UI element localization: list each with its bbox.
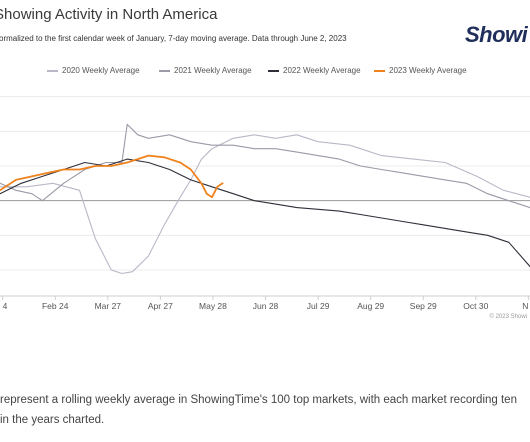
chart-area: 4 Feb 24 Mar 27 Apr 27 May 28 Jun 28 Jul 29 Aug… xyxy=(0,84,530,324)
x-tick-label: Sep 29 xyxy=(410,301,437,311)
legend-swatch-2021 xyxy=(159,69,170,72)
legend-item-2023[interactable]: 2023 Weekly Average xyxy=(374,66,467,75)
legend-label-2020: 2020 Weekly Average xyxy=(62,66,140,75)
legend-item-2021[interactable]: 2021 Weekly Average xyxy=(159,66,252,75)
series-line-2022 xyxy=(0,158,530,268)
x-tick-label: Jul 29 xyxy=(307,301,330,311)
legend-item-2020[interactable]: 2020 Weekly Average xyxy=(47,66,140,75)
x-tick-label: Apr 27 xyxy=(148,301,173,311)
line-chart: 4 Feb 24 Mar 27 Apr 27 May 28 Jun 28 Jul 29 Aug… xyxy=(0,96,530,320)
series-line-2021 xyxy=(0,123,530,209)
chart-subtitle: ormalized to the first calendar week of … xyxy=(0,34,347,43)
x-tick-label: N xyxy=(522,301,528,311)
series-line-2020 xyxy=(0,134,530,275)
chart-title: Showing Activity in North America xyxy=(0,6,218,23)
chart-caption: represent a rolling weekly average in Sh… xyxy=(0,390,517,430)
legend-swatch-2020 xyxy=(47,69,58,72)
legend-item-2022[interactable]: 2022 Weekly Average xyxy=(268,66,361,75)
chart-credit: © 2023 Showi xyxy=(490,313,527,320)
x-tick-label: Aug 29 xyxy=(357,301,384,311)
chart-legend: 2020 Weekly Average 2021 Weekly Average … xyxy=(0,66,530,80)
caption-line-2: in the years charted. xyxy=(0,414,105,426)
brand-logo: Showi xyxy=(465,22,528,47)
series-line-2023 xyxy=(0,154,224,199)
x-tick-label: Jun 28 xyxy=(253,301,279,311)
legend-label-2021: 2021 Weekly Average xyxy=(174,66,252,75)
legend-label-2022: 2022 Weekly Average xyxy=(283,66,361,75)
legend-label-2023: 2023 Weekly Average xyxy=(389,66,467,75)
x-tick-label: May 28 xyxy=(199,301,227,311)
x-tick-label: Mar 27 xyxy=(95,301,122,311)
x-tick-label: Feb 24 xyxy=(42,301,69,311)
caption-line-1: represent a rolling weekly average in Sh… xyxy=(0,394,517,406)
x-tick-label: 4 xyxy=(3,301,8,311)
legend-swatch-2022 xyxy=(268,69,279,72)
x-tick-label: Oct 30 xyxy=(463,301,488,311)
legend-swatch-2023 xyxy=(374,69,385,72)
